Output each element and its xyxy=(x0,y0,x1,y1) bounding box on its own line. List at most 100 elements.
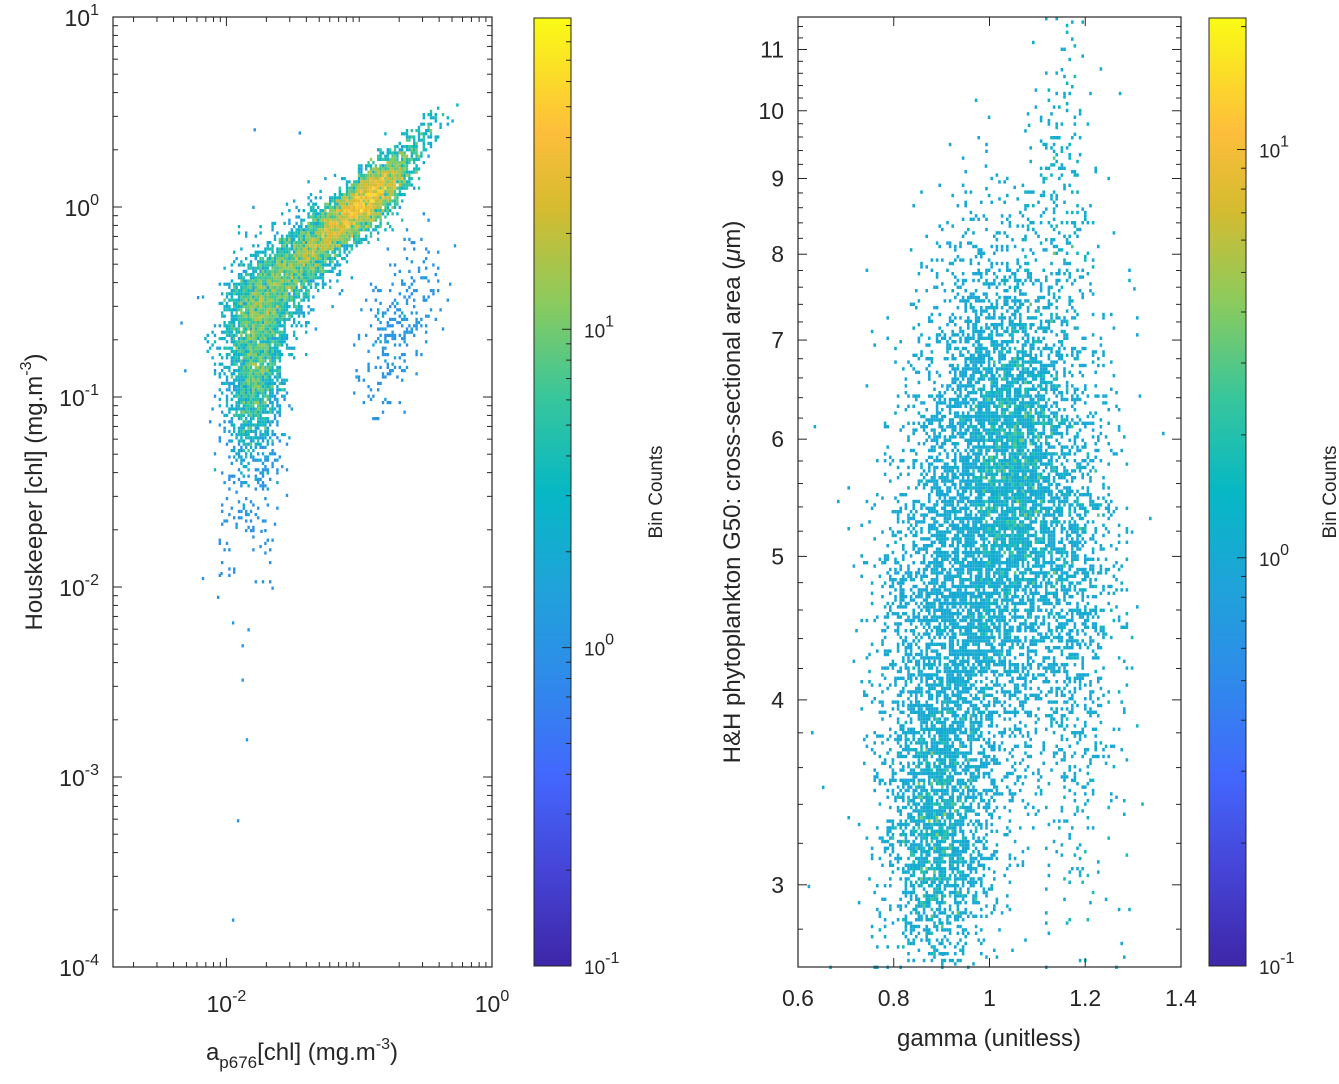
histogram-bin xyxy=(946,350,949,354)
histogram-bin xyxy=(230,346,233,350)
histogram-bin xyxy=(1024,350,1027,354)
histogram-bin xyxy=(285,391,289,395)
histogram-bin xyxy=(935,306,939,310)
histogram-bin xyxy=(312,273,315,277)
histogram-bin xyxy=(1078,136,1082,140)
histogram-bin xyxy=(374,164,377,168)
histogram-bin xyxy=(1008,418,1012,422)
histogram-bin xyxy=(221,369,224,373)
histogram-bin xyxy=(1032,431,1035,436)
histogram-bin xyxy=(1006,326,1009,330)
histogram-bin xyxy=(1045,404,1048,408)
histogram-bin xyxy=(233,429,236,433)
histogram-bin xyxy=(1078,363,1082,368)
histogram-bin xyxy=(240,365,243,369)
histogram-bin xyxy=(357,170,361,174)
histogram-bin xyxy=(247,442,250,446)
histogram-bin xyxy=(873,343,876,347)
histogram-bin xyxy=(324,253,327,257)
histogram-bin xyxy=(281,381,284,385)
histogram-bin xyxy=(1016,258,1019,262)
histogram-bin xyxy=(990,391,993,395)
histogram-bin xyxy=(350,205,353,209)
histogram-bin xyxy=(917,380,921,385)
histogram-bin xyxy=(401,167,404,171)
histogram-bin xyxy=(391,337,394,341)
histogram-bin xyxy=(969,374,973,378)
histogram-bin xyxy=(1071,418,1074,422)
histogram-bin xyxy=(974,357,978,361)
histogram-bin xyxy=(396,177,399,181)
histogram-bin xyxy=(261,356,265,360)
histogram-bin xyxy=(1006,367,1009,371)
histogram-bin xyxy=(403,314,406,318)
histogram-bin xyxy=(948,244,952,249)
histogram-bin xyxy=(345,247,349,251)
histogram-bin xyxy=(1055,384,1058,388)
histogram-bin xyxy=(269,337,272,341)
histogram-bin xyxy=(1008,221,1012,225)
histogram-bin xyxy=(252,308,255,312)
histogram-bin xyxy=(377,148,380,152)
histogram-bin xyxy=(257,266,260,270)
histogram-bin xyxy=(1003,431,1006,436)
histogram-bin xyxy=(247,349,250,353)
histogram-bin xyxy=(938,224,941,228)
histogram-bin xyxy=(372,417,375,421)
histogram-bin xyxy=(967,323,970,327)
histogram-bin xyxy=(372,215,375,219)
histogram-bin xyxy=(319,241,322,245)
histogram-bin xyxy=(1112,326,1116,330)
histogram-bin xyxy=(1003,374,1006,378)
histogram-bin xyxy=(917,394,921,398)
histogram-bin xyxy=(266,538,269,542)
histogram-bin xyxy=(257,314,260,318)
histogram-bin xyxy=(1029,272,1032,276)
histogram-bin xyxy=(405,132,409,136)
histogram-bin xyxy=(237,404,241,408)
histogram-bin xyxy=(367,183,370,187)
histogram-bin xyxy=(278,289,281,293)
histogram-bin xyxy=(305,228,308,232)
histogram-bin xyxy=(312,263,315,267)
histogram-bin xyxy=(321,285,325,289)
histogram-bin xyxy=(1078,397,1082,402)
histogram-bin xyxy=(360,164,363,168)
histogram-bin xyxy=(894,360,897,364)
histogram-bin xyxy=(1032,370,1035,374)
histogram-bin xyxy=(1047,353,1051,357)
histogram-bin xyxy=(228,477,231,481)
histogram-bin xyxy=(1071,363,1074,368)
histogram-bin xyxy=(247,321,250,325)
histogram-bin xyxy=(355,375,358,379)
histogram-bin xyxy=(1011,418,1014,422)
histogram-bin xyxy=(345,241,349,245)
histogram-bin xyxy=(247,279,250,283)
histogram-bin xyxy=(1032,323,1035,327)
histogram-bin xyxy=(413,138,416,142)
histogram-bin xyxy=(917,411,921,415)
histogram-bin xyxy=(245,333,248,337)
histogram-bin xyxy=(1024,401,1027,405)
histogram-bin xyxy=(261,436,265,440)
histogram-bin xyxy=(285,292,289,296)
histogram-bin xyxy=(413,148,416,152)
histogram-bin xyxy=(237,337,241,341)
histogram-bin xyxy=(993,377,996,381)
histogram-bin xyxy=(257,263,260,267)
histogram-bin xyxy=(1000,350,1004,354)
histogram-bin xyxy=(257,407,260,411)
histogram-bin xyxy=(237,413,241,417)
histogram-bin xyxy=(307,321,310,325)
histogram-bin xyxy=(336,196,339,200)
histogram-bin xyxy=(959,428,962,432)
histogram-bin xyxy=(1024,408,1027,412)
histogram-bin xyxy=(305,292,308,296)
histogram-bin xyxy=(933,285,936,289)
y-tick-label: 101 xyxy=(65,2,100,31)
histogram-bin xyxy=(902,367,905,371)
histogram-bin xyxy=(956,367,960,371)
histogram-bin xyxy=(345,209,349,213)
histogram-bin xyxy=(1081,207,1084,211)
histogram-bin xyxy=(1047,88,1051,92)
